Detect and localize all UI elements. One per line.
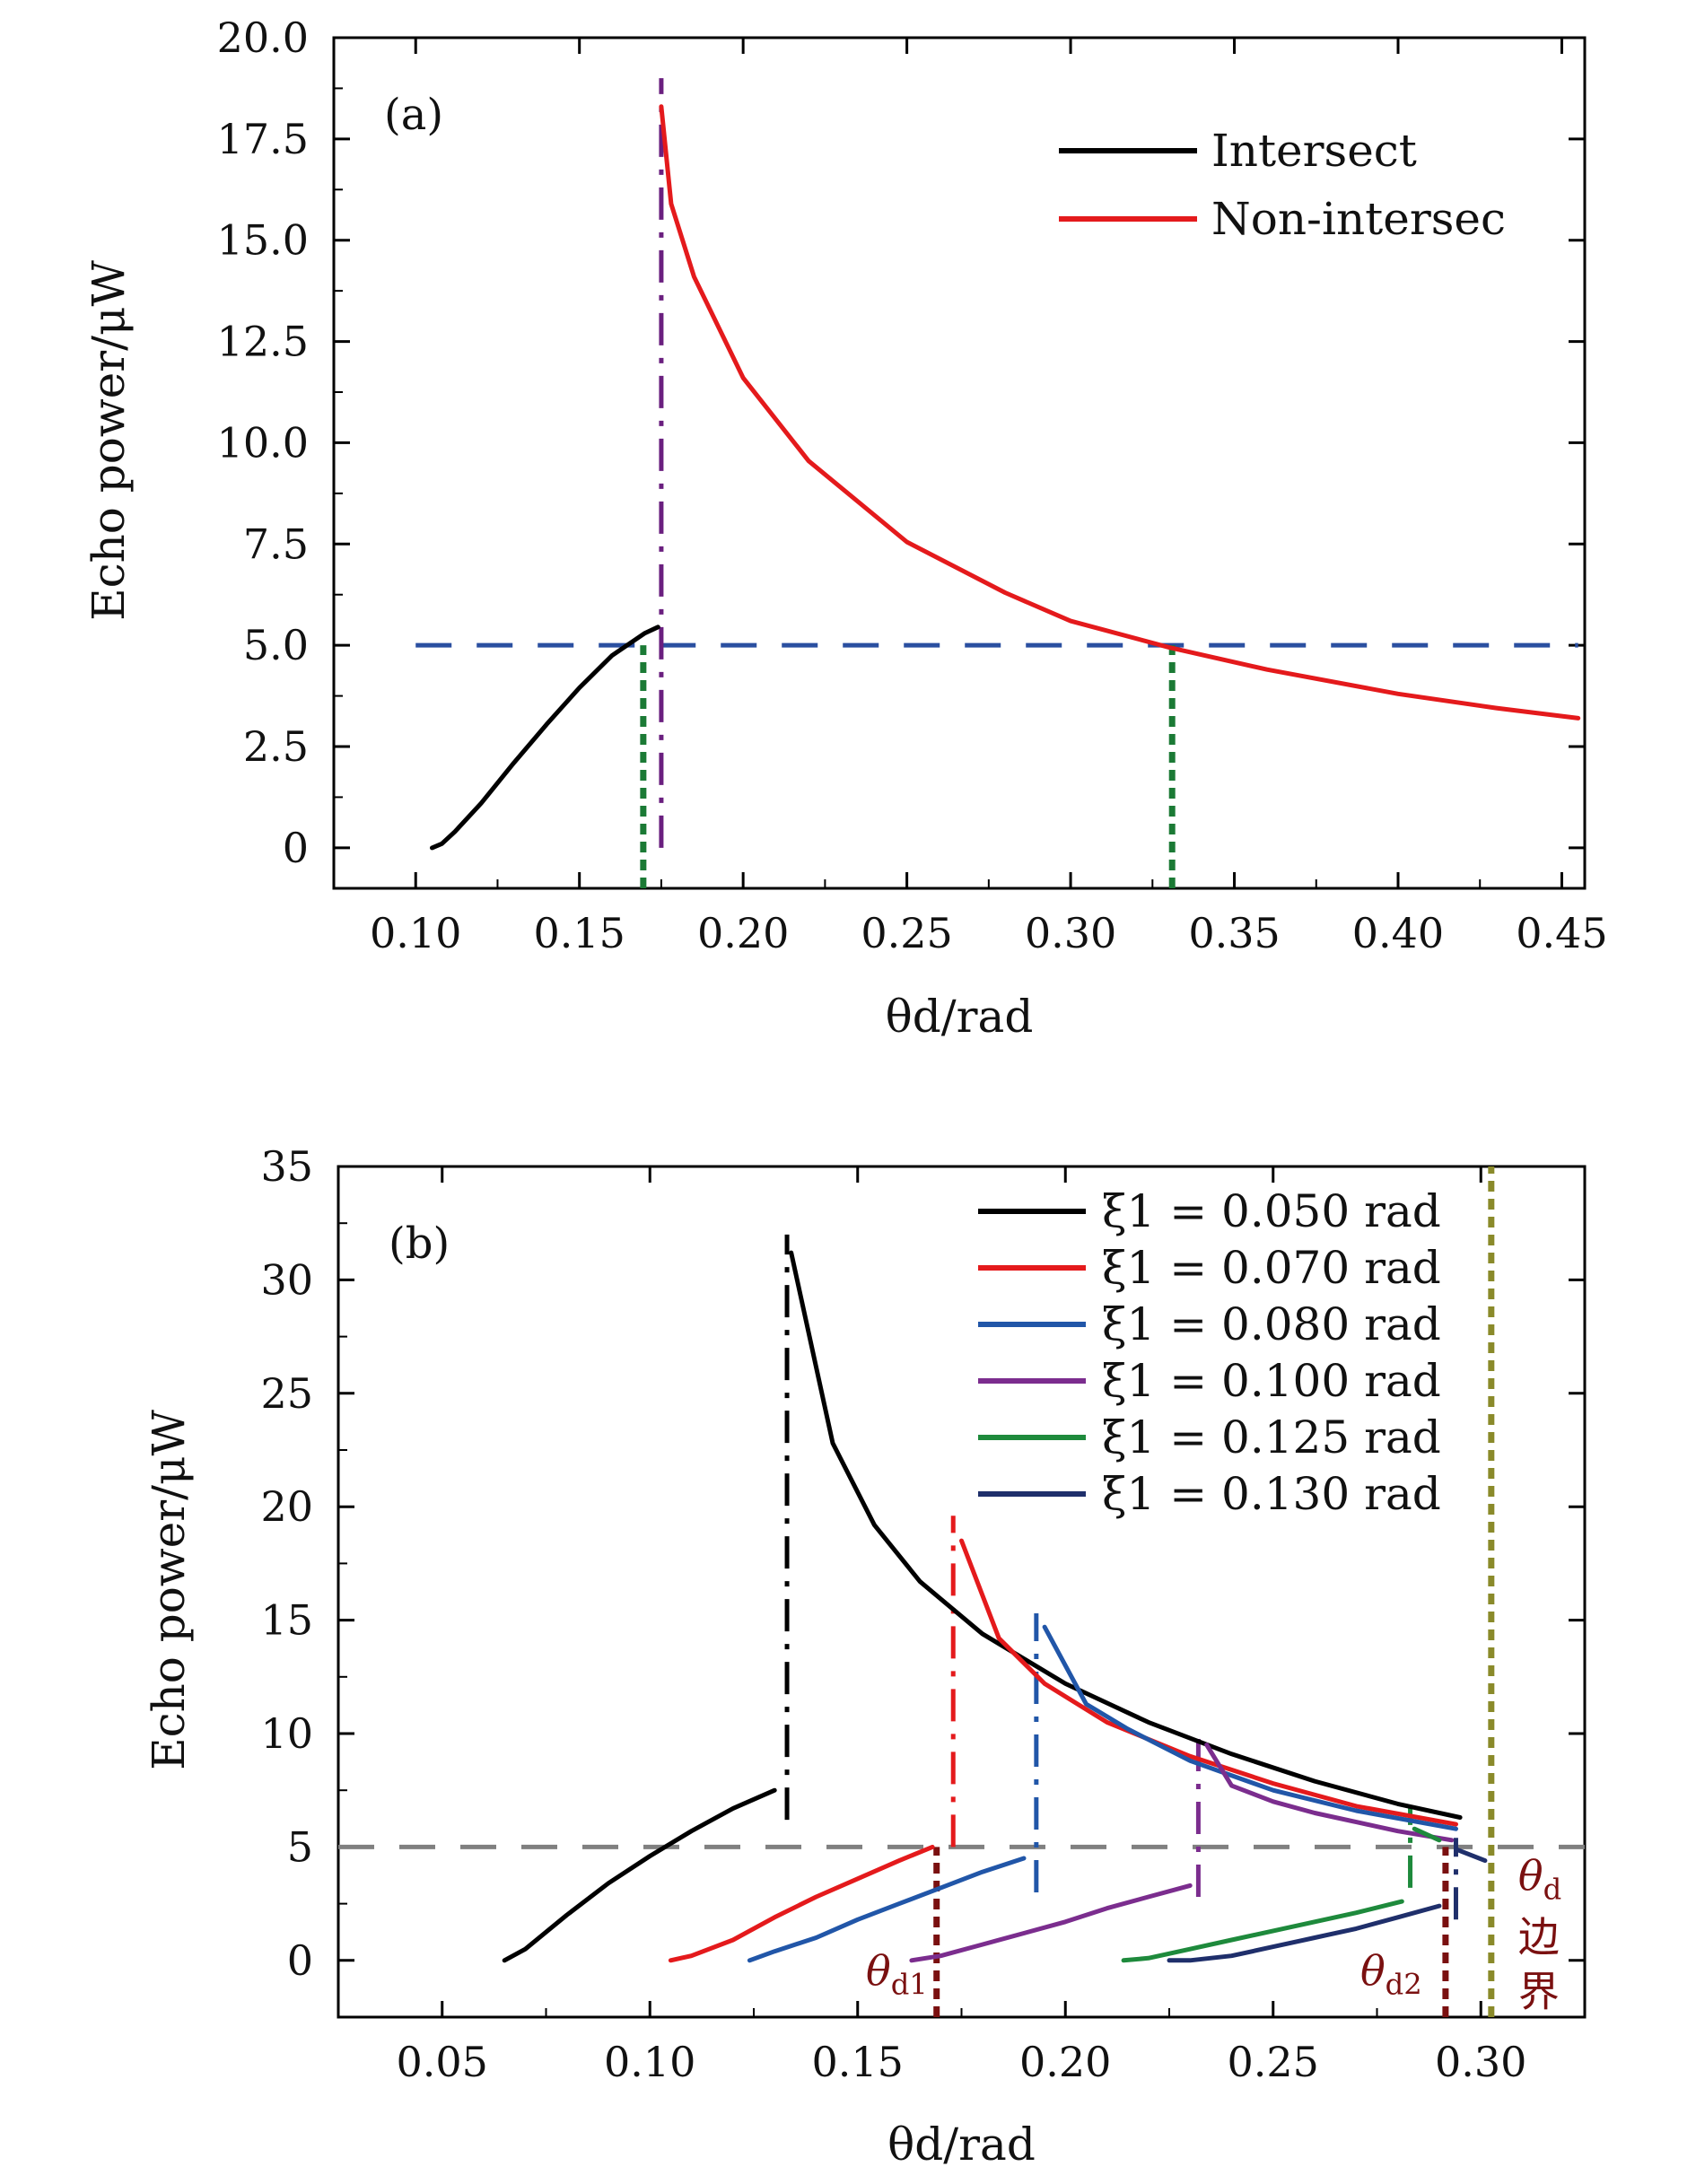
x-tick-label: 0.10 — [604, 2038, 695, 2086]
x-tick-label: 0.15 — [812, 2038, 904, 2086]
legend-label: ξ1 = 0.070 rad — [1102, 1242, 1441, 1294]
y-tick-label: 12.5 — [217, 318, 309, 366]
annotation: θd1 — [866, 1947, 928, 2002]
y-tick-label: 7.5 — [243, 520, 309, 568]
x-tick-label: 0.45 — [1516, 909, 1607, 957]
panel-label: (a) — [384, 90, 443, 140]
y-tick-label: 15.0 — [217, 216, 309, 265]
series-line-3-0 — [909, 1883, 1193, 1963]
y-tick-label: 20.0 — [217, 13, 309, 62]
y-axis-label: Echo power/μW — [143, 1409, 195, 1769]
x-tick-label: 0.25 — [1228, 2038, 1319, 2086]
series-line-0-1 — [789, 1250, 1463, 1820]
x-tick-label: 0.40 — [1352, 909, 1444, 957]
panel-a: 0.10 0.15 0.20 0.25 0.30 0.35 0.40 0.45 0 2.5 5.0 7… — [83, 13, 1608, 1043]
x-tick-label: 0.35 — [1188, 909, 1280, 957]
legend-label: Intersect — [1211, 125, 1417, 177]
y-tick-label: 5 — [287, 1822, 313, 1871]
plot-frame — [332, 36, 1587, 890]
x-axis-label: θd/rad — [887, 2118, 1036, 2171]
series-line-1-0 — [659, 104, 1581, 721]
y-tick-label: 17.5 — [217, 115, 309, 163]
annotation: θd — [1518, 1851, 1561, 1906]
annotation-main: θ — [1360, 1947, 1386, 1996]
series-line-2-1 — [1042, 1624, 1458, 1831]
y-tick-label: 0 — [287, 1936, 313, 1985]
panel-label: (b) — [389, 1219, 450, 1269]
x-axis-label: θd/rad — [886, 991, 1034, 1043]
annotation-sub: d — [1543, 1872, 1562, 1906]
plot-frame — [337, 1165, 1587, 2019]
legend-label: Non-intersec — [1211, 193, 1506, 245]
series-line-4-0 — [1121, 1899, 1404, 1963]
y-tick-label: 30 — [260, 1255, 313, 1304]
series-line-1-0 — [668, 1844, 935, 1963]
series-line-5-0 — [1167, 1903, 1442, 1963]
x-axis-label-text: θd/rad — [887, 2118, 1036, 2171]
y-tick-label: 35 — [260, 1142, 313, 1191]
series-line-3-1 — [1204, 1743, 1455, 1843]
y-tick-label: 25 — [260, 1369, 313, 1418]
series-line-0-0 — [502, 1787, 777, 1963]
legend-label: ξ1 = 0.080 rad — [1102, 1298, 1441, 1350]
y-tick-label: 2.5 — [243, 722, 309, 771]
annotation: 边 — [1518, 1913, 1560, 1961]
legend-label: ξ1 = 0.130 rad — [1102, 1468, 1441, 1520]
legend-label: ξ1 = 0.125 rad — [1102, 1411, 1441, 1463]
y-tick-label: 20 — [260, 1482, 313, 1531]
x-axis-label-text: θd/rad — [886, 991, 1034, 1043]
panel-b: 0.05 0.10 0.15 0.20 0.25 0.3005101520253035θd… — [143, 1142, 1587, 2171]
annotation-sub: d2 — [1386, 1968, 1422, 2002]
series-line-4-1 — [1412, 1826, 1442, 1843]
series-line-2-0 — [747, 1856, 1027, 1963]
x-tick-label: 0.20 — [1019, 2038, 1111, 2086]
legend-label: ξ1 = 0.050 rad — [1102, 1185, 1441, 1237]
x-tick-label: 0.15 — [533, 909, 625, 957]
y-tick-label: 10.0 — [217, 418, 309, 467]
annotation-main: θ — [866, 1947, 891, 1996]
x-tick-label: 0.20 — [697, 909, 789, 957]
x-tick-label: 0.10 — [370, 909, 461, 957]
x-tick-label: 0.25 — [861, 909, 952, 957]
annotation: 界 — [1518, 1967, 1560, 2015]
legend-label: ξ1 = 0.100 rad — [1102, 1355, 1441, 1407]
y-axis-label: Echo power/μW — [83, 259, 135, 620]
annotation-sub: d1 — [891, 1968, 928, 2002]
y-tick-label: 15 — [260, 1596, 313, 1645]
x-tick-label: 0.30 — [1435, 2038, 1526, 2086]
series-line-0-0 — [430, 625, 660, 851]
annotation: θd2 — [1360, 1947, 1422, 2002]
y-tick-label: 5.0 — [243, 621, 309, 669]
series-line-5-1 — [1454, 1847, 1488, 1864]
x-tick-label: 0.05 — [397, 2038, 488, 2086]
y-tick-label: 0 — [283, 824, 309, 872]
annotation-main: θ — [1518, 1851, 1543, 1900]
x-tick-label: 0.30 — [1025, 909, 1116, 957]
y-tick-label: 10 — [260, 1709, 313, 1758]
